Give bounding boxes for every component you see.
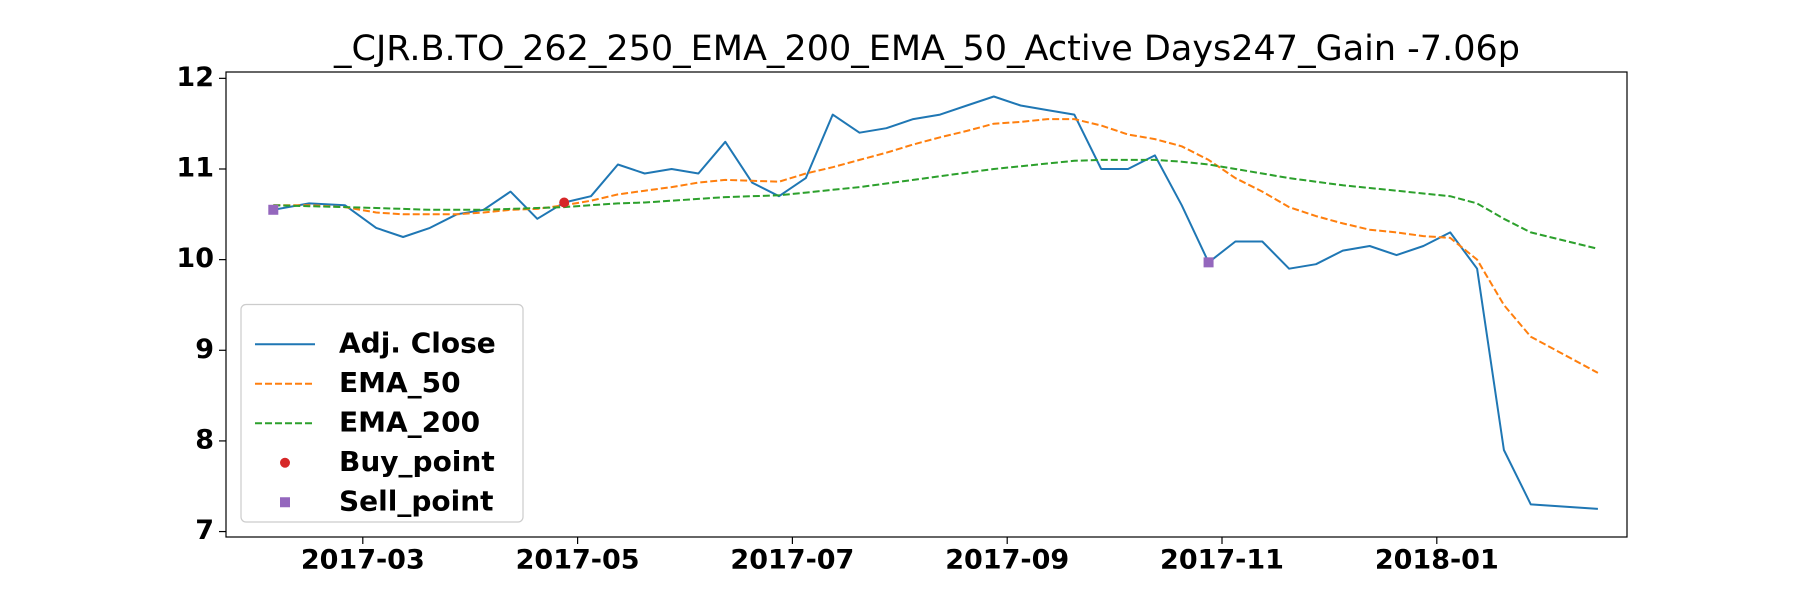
x-tick-label: 2017-07 xyxy=(730,545,854,576)
x-tick-label: 2018-01 xyxy=(1375,545,1499,576)
chart-title: _CJR.B.TO_262_250_EMA_200_EMA_50_Active … xyxy=(333,29,1520,69)
y-tick-label: 11 xyxy=(176,152,214,183)
line xyxy=(273,118,1599,374)
point xyxy=(268,204,279,215)
y-tick-label: 8 xyxy=(195,424,214,455)
line xyxy=(273,95,1598,510)
point xyxy=(559,197,570,208)
y-tick-label: 10 xyxy=(176,243,214,274)
x-tick-label: 2017-11 xyxy=(1160,545,1284,576)
x-tick-label: 2017-05 xyxy=(516,545,640,576)
legend-marker xyxy=(280,457,290,468)
y-tick-label: 9 xyxy=(195,334,214,365)
point xyxy=(1203,257,1214,268)
legend-label: Buy_point xyxy=(339,445,495,478)
x-tick-label: 2017-03 xyxy=(301,545,425,576)
legend-label: EMA_200 xyxy=(339,405,480,438)
legend-marker xyxy=(280,497,290,508)
legend-label: Sell_point xyxy=(339,484,494,517)
legend-box xyxy=(240,303,524,523)
x-tick-label: 2017-09 xyxy=(945,545,1069,576)
plot-frame xyxy=(225,71,1628,538)
y-tick-label: 7 xyxy=(195,515,214,546)
legend-label: Adj. Close xyxy=(339,326,496,359)
legend-label: EMA_50 xyxy=(339,366,461,399)
line xyxy=(273,158,1599,250)
y-tick-label: 12 xyxy=(176,62,214,93)
